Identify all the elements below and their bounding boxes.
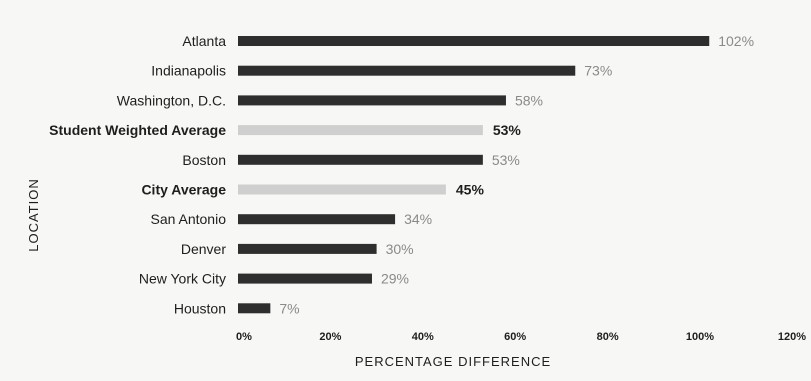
category-label-boston: Boston (182, 152, 226, 168)
x-axis-ticks: 0% 20% 40% 60% 80% 100% 120% (236, 331, 806, 343)
y-axis-title: LOCATION (26, 178, 41, 252)
bar-boston (238, 154, 483, 165)
x-tick-label-20: 20% (319, 331, 341, 343)
x-tick-label-60: 60% (504, 331, 526, 343)
value-label-washington-d-c: 58% (515, 92, 543, 108)
bar-washington-d-c (238, 95, 506, 106)
bar-city-average (238, 184, 446, 195)
category-label-washington-d-c: Washington, D.C. (117, 92, 226, 108)
category-label-denver: Denver (181, 241, 226, 257)
category-label-city-average: City Average (141, 182, 226, 198)
value-label-city-average: 45% (456, 182, 485, 198)
bar-new-york-city (238, 273, 372, 284)
category-label-san-antonio: San Antonio (150, 211, 226, 227)
labels-layer: Atlanta 102% Indianapolis 73% Washington, D.… (49, 33, 754, 316)
category-label-houston: Houston (174, 300, 226, 316)
x-tick-label-40: 40% (412, 331, 434, 343)
bars-layer (238, 36, 710, 314)
category-label-indianapolis: Indianapolis (151, 63, 226, 79)
value-label-denver: 30% (386, 241, 414, 257)
category-label-new-york-city: New York City (139, 271, 226, 287)
value-label-boston: 53% (492, 152, 520, 168)
bar-atlanta (238, 36, 710, 46)
x-tick-label-0: 0% (236, 331, 252, 343)
category-label-atlanta: Atlanta (182, 33, 226, 49)
x-tick-label-120: 120% (778, 331, 806, 343)
value-label-san-antonio: 34% (404, 211, 432, 227)
bar-denver (238, 243, 377, 254)
bar-student-weighted-average (238, 125, 483, 136)
value-label-houston: 7% (279, 300, 299, 316)
value-label-atlanta: 102% (718, 33, 754, 49)
value-label-student-weighted-average: 53% (493, 122, 522, 138)
value-label-indianapolis: 73% (584, 63, 612, 79)
bar-houston (238, 303, 271, 314)
x-tick-label-80: 80% (597, 331, 619, 343)
value-label-new-york-city: 29% (381, 271, 409, 287)
x-axis-title: PERCENTAGE DIFFERENCE (355, 354, 551, 369)
category-label-student-weighted-average: Student Weighted Average (49, 122, 226, 138)
x-tick-label-100: 100% (686, 331, 714, 343)
bar-san-antonio (238, 214, 396, 225)
bar-indianapolis (238, 65, 576, 76)
